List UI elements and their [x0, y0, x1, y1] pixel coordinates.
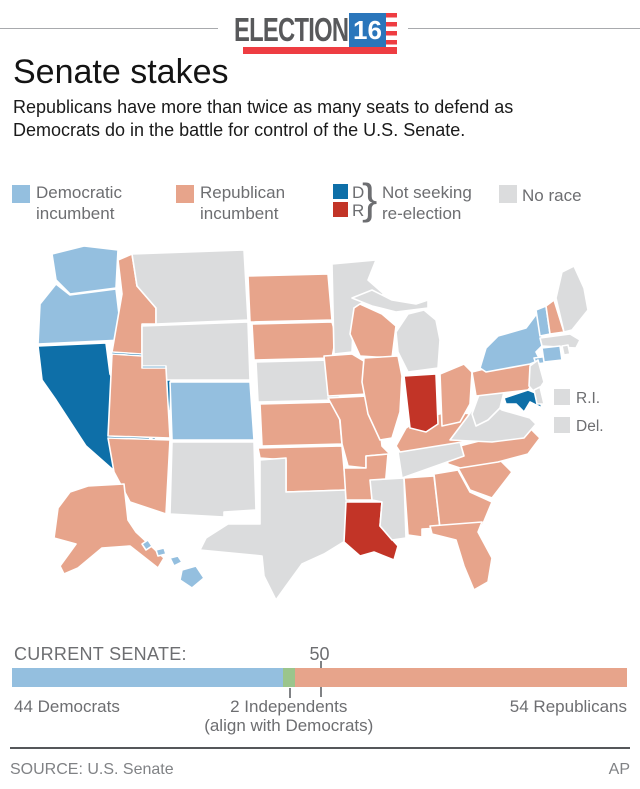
state-OH [439, 363, 473, 427]
state-MI [395, 309, 441, 373]
logo-year: 16 [349, 13, 386, 47]
us-states-map: R.I. Del. [30, 240, 610, 620]
state-WA [51, 245, 119, 295]
legend-label-d: D [352, 183, 365, 202]
page-title: Senate stakes [13, 53, 229, 91]
legend-swatch-no-race [499, 185, 517, 203]
legend-swatch-republican-incumbent [176, 185, 194, 203]
footer-rule [10, 747, 630, 749]
de-callout-swatch [554, 417, 570, 433]
republicans-count-label: 54 Republicans [509, 697, 627, 716]
state-WI [349, 303, 397, 359]
independents-label-line2: (align with Democrats) [204, 716, 374, 735]
independents-label-line1: 2 Independents [230, 697, 348, 716]
state-MI-upper [351, 289, 429, 313]
legend-label-not-seeking: Not seeking re-election [382, 183, 472, 223]
header-rule-right [408, 28, 640, 29]
state-MD [503, 389, 543, 413]
legend-label-r: R [352, 201, 365, 220]
legend-swatch-dem-open [333, 184, 348, 199]
bar-segment-democrats [12, 668, 283, 687]
state-FL [429, 521, 493, 591]
state-OR [37, 283, 123, 345]
logo-red-underline [243, 47, 397, 54]
state-HI-island-4 [179, 565, 205, 589]
state-ME [555, 265, 589, 333]
flag-stripes-icon [386, 13, 397, 47]
state-MA [539, 333, 581, 349]
legend-swatch-rep-open [333, 202, 348, 217]
state-AZ [107, 437, 171, 515]
state-IL [361, 355, 403, 441]
current-senate-section: CURRENT SENATE: 50 44 Democrats 2 Indepe… [12, 636, 627, 736]
independents-count-label: 2 Independents (align with Democrats) [204, 697, 373, 735]
state-TX [199, 457, 353, 601]
state-HI-island-1 [141, 539, 153, 551]
state-UT [107, 353, 171, 439]
legend-swatch-democratic-incumbent [12, 185, 30, 203]
majority-tick-label: 50 [309, 644, 330, 664]
state-NM [169, 441, 257, 518]
de-callout-label: Del. [576, 418, 604, 435]
ri-callout-swatch [554, 389, 570, 405]
legend-label-no-race: No race [522, 186, 582, 205]
election-logo-year-box: 16 [349, 13, 397, 47]
brace-icon: } [362, 175, 378, 223]
bar-segment-republicans [294, 668, 627, 687]
page-subtitle: Republicans have more than twice as many… [13, 97, 514, 140]
us-map-svg: R.I. Del. [37, 245, 604, 601]
bar-segment-independents [282, 668, 295, 687]
current-senate-label: CURRENT SENATE: [14, 644, 187, 664]
source-credit: SOURCE: U.S. Senate [10, 761, 174, 778]
state-IN [403, 373, 439, 433]
state-HI-island-2 [155, 547, 167, 557]
state-CT [541, 345, 563, 363]
state-MT [131, 249, 249, 325]
election-logo-text: ELECTION [234, 11, 349, 48]
state-SD [251, 321, 337, 361]
legend-label-republican-incumbent: Republican incumbent [200, 183, 286, 223]
state-AK [53, 483, 165, 575]
state-HI-island-3 [169, 555, 183, 567]
state-KS [259, 401, 343, 447]
democrats-count-label: 44 Democrats [14, 697, 120, 716]
legend-label-democratic-incumbent: Democratic incumbent [36, 183, 122, 223]
header-rule-left [0, 28, 218, 29]
state-ND [247, 273, 333, 323]
ap-credit: AP [608, 761, 630, 778]
senate-composition-bar [12, 668, 627, 687]
independents-tick-line [288, 688, 291, 698]
ri-callout-label: R.I. [576, 390, 600, 407]
state-DE [533, 386, 545, 405]
state-CO [169, 381, 255, 441]
state-RI [561, 344, 571, 356]
